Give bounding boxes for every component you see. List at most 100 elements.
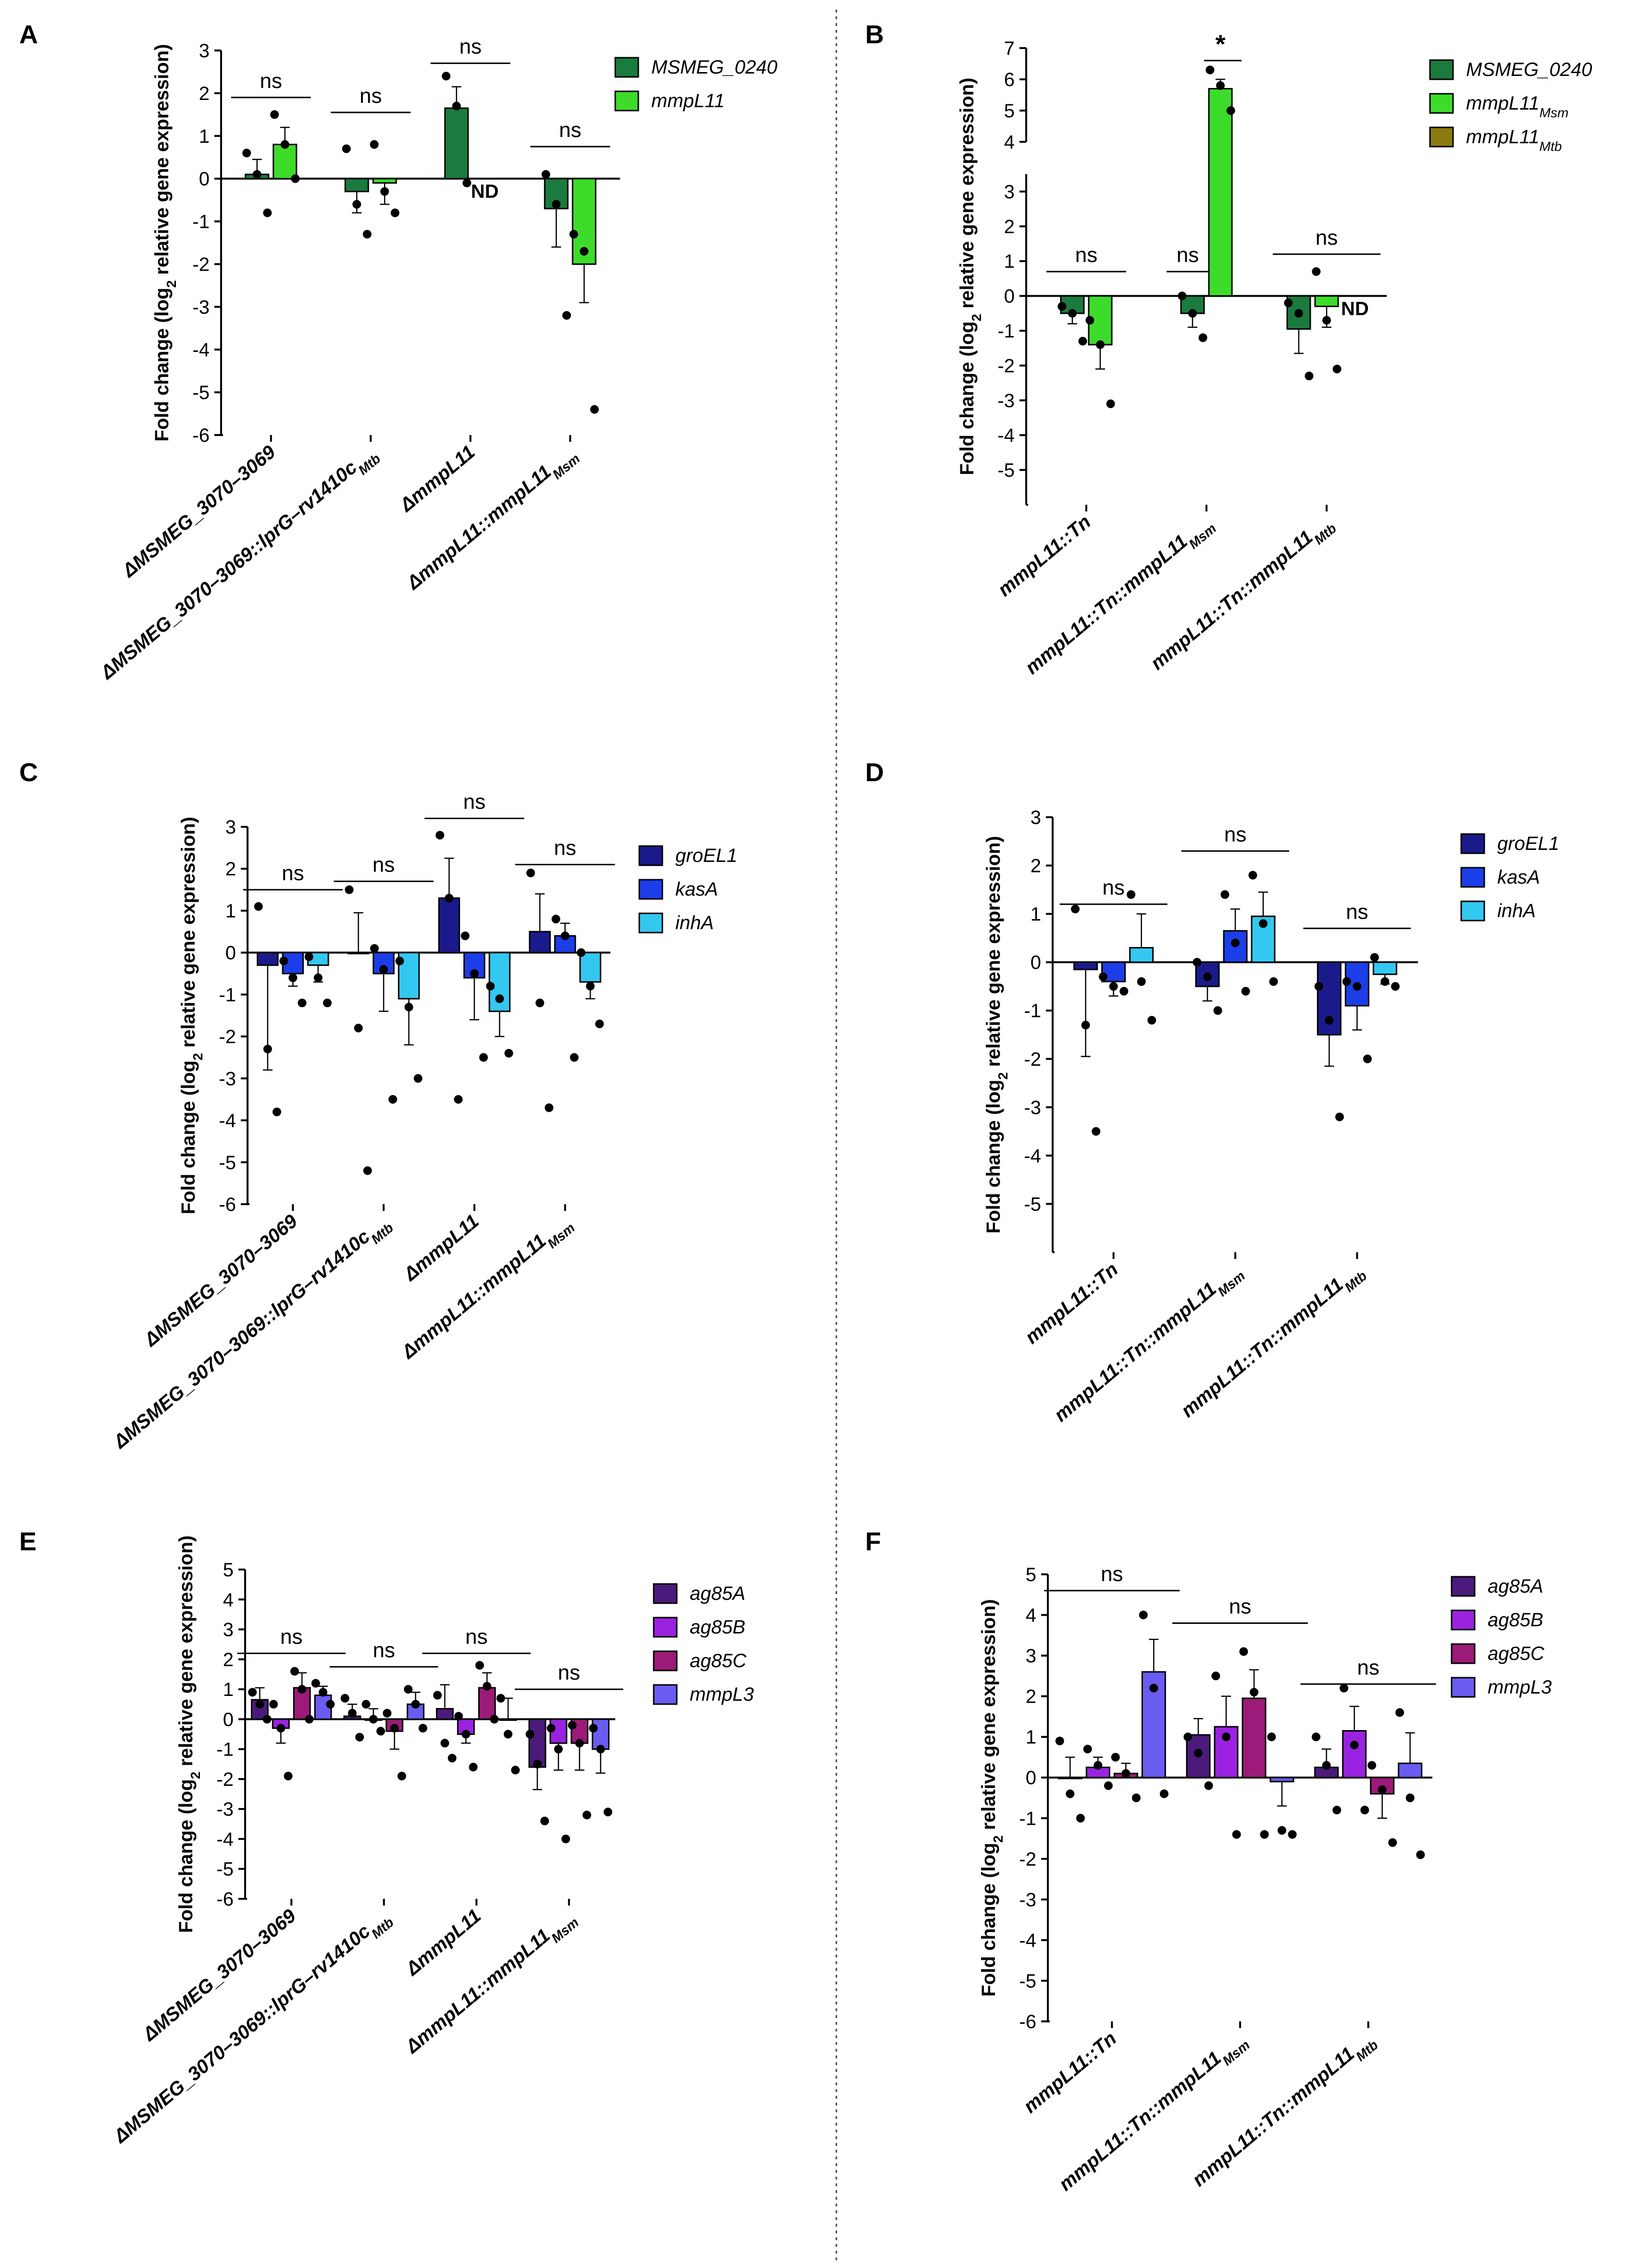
data-point <box>263 208 272 217</box>
sig-label: ns <box>282 861 304 885</box>
legend-swatch <box>1460 833 1485 854</box>
data-point <box>525 1730 534 1739</box>
legend-label: mmpL11Mtb <box>1466 126 1562 154</box>
data-point <box>291 174 300 183</box>
legend-label: mmpL11 <box>651 90 725 112</box>
legend-label: groEL1 <box>675 845 737 866</box>
bar <box>1057 1777 1082 1780</box>
sig-label: ns <box>1316 226 1338 249</box>
data-point <box>447 1754 457 1763</box>
data-point <box>270 110 279 119</box>
data-point <box>1183 1732 1193 1742</box>
y-tick-label: -1 <box>219 984 236 1006</box>
y-tick-label: 0 <box>223 1709 234 1730</box>
data-point <box>475 1661 484 1670</box>
y-axis-label: Fold change (log2 relative gene expressi… <box>178 817 205 1214</box>
data-point <box>395 957 404 966</box>
data-point <box>1131 1794 1141 1802</box>
data-point <box>311 1679 320 1688</box>
y-tick-label: 5 <box>1004 100 1015 122</box>
data-point <box>1278 1826 1286 1835</box>
legend-label: groEL1 <box>1497 833 1559 854</box>
data-point <box>1078 336 1087 346</box>
legend-label: ag85C <box>1488 1643 1545 1664</box>
data-point <box>397 1771 406 1781</box>
data-point <box>1350 1741 1359 1750</box>
data-point <box>1226 106 1235 115</box>
data-point <box>1127 890 1136 899</box>
sig-label: ns <box>1229 1595 1251 1618</box>
nd-label: ND <box>471 181 499 202</box>
data-point <box>1305 372 1314 381</box>
data-point <box>483 1682 492 1691</box>
y-tick-label: 2 <box>225 859 236 880</box>
legend-label: inhA <box>675 912 714 934</box>
data-point <box>254 902 263 911</box>
legend-label: ag85A <box>690 1583 746 1604</box>
data-point <box>1055 1736 1064 1745</box>
data-point <box>379 965 388 974</box>
data-point <box>442 72 451 81</box>
bar <box>372 178 397 184</box>
data-point <box>586 982 595 991</box>
panel-letter: B <box>865 20 884 49</box>
y-tick-label: 3 <box>1031 807 1041 828</box>
data-point <box>273 1108 281 1117</box>
data-point <box>595 1019 604 1028</box>
data-point <box>577 948 585 957</box>
legend-swatch <box>614 57 639 78</box>
data-point <box>1378 1785 1387 1794</box>
y-tick-label: 0 <box>1004 286 1015 307</box>
data-point <box>1340 1683 1349 1693</box>
data-point <box>1193 958 1202 967</box>
data-point <box>1248 871 1257 880</box>
data-point <box>342 144 351 153</box>
data-point <box>263 1045 272 1054</box>
y-tick-label: 4 <box>1026 1605 1036 1626</box>
data-point <box>388 1095 398 1104</box>
y-tick-label: -5 <box>1019 1970 1036 1992</box>
data-point <box>1391 982 1400 991</box>
bar <box>1314 295 1339 307</box>
y-tick-label: 6 <box>1004 69 1015 90</box>
legend-label: kasA <box>1497 867 1540 888</box>
bar <box>344 178 369 192</box>
legend-swatch <box>638 912 663 934</box>
data-point <box>469 1763 478 1771</box>
data-point <box>551 914 560 923</box>
bar <box>529 931 551 954</box>
data-point <box>540 1817 549 1826</box>
data-point <box>454 1095 463 1104</box>
sig-label: ns <box>463 790 485 814</box>
panel-a: A 3 2 1 0 -1 -2 -3 -4 -5 -6 Fold change (log2 relat… <box>19 20 777 684</box>
data-point <box>1119 987 1129 996</box>
data-point <box>1342 977 1351 986</box>
data-point <box>1232 1830 1241 1839</box>
data-point <box>440 1739 449 1748</box>
data-point <box>1198 333 1207 342</box>
data-point <box>1216 81 1225 90</box>
data-point <box>1149 1683 1158 1693</box>
panel-letter: D <box>865 758 884 787</box>
bar <box>528 1718 547 1768</box>
y-tick-label: -6 <box>216 1889 234 1910</box>
data-point <box>276 1724 286 1733</box>
data-point <box>561 1834 571 1844</box>
legend-label: mmpL3 <box>690 1684 754 1705</box>
data-point <box>284 1771 293 1781</box>
legend-swatch <box>1460 900 1485 922</box>
sig-label: ns <box>559 118 581 142</box>
bar <box>1342 1730 1367 1779</box>
legend: MSMEG_0240 mmpL11Msm mmpL11Mtb <box>1429 59 1592 154</box>
sig-label: ns <box>1346 900 1368 923</box>
data-point <box>304 952 313 961</box>
sig-label: ns <box>1177 243 1199 267</box>
data-point <box>535 998 545 1008</box>
legend-label: mmpL11Msm <box>1466 93 1568 120</box>
data-point <box>1325 1016 1334 1025</box>
y-tick-label: -4 <box>216 1829 234 1850</box>
bar <box>273 144 298 180</box>
